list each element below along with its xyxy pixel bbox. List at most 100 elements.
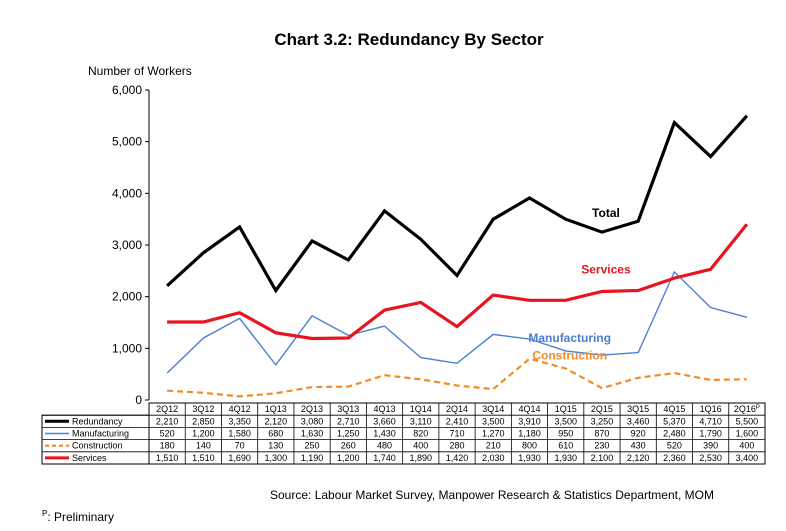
series-line-construction — [167, 357, 747, 398]
table-cell: 2,410 — [446, 416, 469, 426]
table-cell: 1,930 — [554, 453, 577, 463]
table-cell: 130 — [268, 441, 283, 451]
table-cell: 250 — [305, 441, 320, 451]
table-cell: 1,300 — [265, 453, 288, 463]
series-annotation-construction: Construction — [532, 348, 607, 362]
table-cell: 3,250 — [591, 416, 614, 426]
table-cell: 3,400 — [736, 453, 759, 463]
table-cell: 1,580 — [228, 429, 251, 439]
series-line-services — [167, 223, 749, 341]
table-cell: 1,510 — [192, 453, 215, 463]
table-cell: 1,890 — [409, 453, 432, 463]
table-cell: 3,660 — [373, 416, 396, 426]
table-cell: 280 — [449, 441, 464, 451]
preliminary-marker: P — [756, 405, 760, 411]
table-cell: 140 — [196, 441, 211, 451]
table-cell: 3,110 — [410, 416, 432, 426]
table-cell: 2,360 — [663, 453, 686, 463]
table-cell: 2,710 — [337, 416, 360, 426]
y-tick-label: 4,000 — [112, 186, 142, 200]
footnote: P: Preliminary — [42, 509, 114, 524]
table-cell: 5,500 — [736, 416, 759, 426]
series-annotation-redundancy: Total — [592, 206, 620, 220]
table-cell: 2,850 — [192, 416, 215, 426]
table-cell: 1,180 — [518, 429, 541, 439]
series-annotations: Total Services Manufacturing Construction — [528, 206, 631, 362]
table-cell: 3,080 — [301, 416, 324, 426]
table-cell: 1,740 — [373, 453, 396, 463]
category-label: 4Q15 — [663, 404, 685, 414]
y-tick-label: 2,000 — [112, 290, 142, 304]
table-cell: 180 — [160, 441, 175, 451]
category-label: 2Q12 — [156, 404, 178, 414]
chart-title: Chart 3.2: Redundancy By Sector — [274, 30, 544, 49]
table-cell: 430 — [631, 441, 646, 451]
category-label: 1Q14 — [410, 404, 432, 414]
table-cell: 4,710 — [699, 416, 722, 426]
axes: 0 1,000 2,000 3,000 4,000 5,000 6,000 — [112, 83, 150, 407]
category-label: 3Q12 — [192, 404, 214, 414]
footnote-mark: P — [42, 509, 48, 518]
table-cell: 1,510 — [156, 453, 179, 463]
table-cell: 1,430 — [373, 429, 396, 439]
table-cell: 3,460 — [627, 416, 650, 426]
table-cell: 1,600 — [736, 429, 759, 439]
legend-label-redundancy: Redundancy — [72, 416, 123, 426]
table-cell: 1,270 — [482, 429, 505, 439]
table-cell: 1,420 — [446, 453, 469, 463]
category-label: 3Q14 — [482, 404, 504, 414]
table-cell: 1,200 — [337, 453, 360, 463]
series-line-redundancy — [166, 114, 749, 294]
table-cell: 950 — [558, 429, 573, 439]
table-cell: 400 — [413, 441, 428, 451]
category-label: 4Q13 — [374, 404, 396, 414]
y-tick-label: 0 — [135, 393, 142, 407]
table-cell: 2,120 — [265, 416, 288, 426]
table-cell: 680 — [268, 429, 283, 439]
table-cell: 2,100 — [591, 453, 614, 463]
table-cell: 260 — [341, 441, 356, 451]
table-cell: 920 — [631, 429, 646, 439]
table-cell: 2,530 — [699, 453, 722, 463]
table-cell: 800 — [522, 441, 537, 451]
category-label: 2Q15 — [591, 404, 613, 414]
table-cell: 390 — [703, 441, 718, 451]
y-tick-label: 1,000 — [112, 341, 142, 355]
table-cell: 2,120 — [627, 453, 650, 463]
category-label: 4Q14 — [518, 404, 540, 414]
table-cell: 610 — [558, 441, 573, 451]
table-cell: 1,930 — [518, 453, 541, 463]
table-cell: 70 — [235, 441, 245, 451]
table-cell: 480 — [377, 441, 392, 451]
category-label: 3Q13 — [337, 404, 359, 414]
table-cell: 210 — [486, 441, 501, 451]
table-cell: 1,690 — [228, 453, 251, 463]
table-cell: 3,910 — [518, 416, 541, 426]
legend-label-manufacturing: Manufacturing — [72, 429, 129, 439]
category-label: 1Q16 — [700, 404, 722, 414]
table-cell: 1,250 — [337, 429, 360, 439]
table-cell: 3,500 — [554, 416, 577, 426]
table-cell: 2,480 — [663, 429, 686, 439]
category-label: 2Q13 — [301, 404, 323, 414]
category-label: 2Q16P — [734, 404, 760, 414]
table-cell: 230 — [594, 441, 609, 451]
category-label: 1Q13 — [265, 404, 287, 414]
table-cell: 3,500 — [482, 416, 505, 426]
legend-label-services: Services — [72, 453, 107, 463]
table-cell: 520 — [667, 441, 682, 451]
series-line-manufacturing — [166, 270, 748, 374]
table-cell: 2,210 — [156, 416, 179, 426]
table-cell: 870 — [594, 429, 609, 439]
footnote-text: : Preliminary — [47, 510, 115, 524]
y-tick-label: 3,000 — [112, 238, 142, 252]
table-cell: 1,790 — [699, 429, 722, 439]
y-axis-label: Number of Workers — [88, 64, 192, 78]
table-cell: 5,370 — [663, 416, 686, 426]
series-layer — [166, 114, 749, 398]
data-table: 2Q12 3Q12 4Q12 1Q13 2Q13 3Q13 4Q13 1Q14 2Q14 3Q14… — [41, 402, 766, 465]
table-cell: 820 — [413, 429, 428, 439]
source-note: Source: Labour Market Survey, Manpower R… — [270, 488, 714, 502]
y-tick-label: 5,000 — [112, 135, 142, 149]
